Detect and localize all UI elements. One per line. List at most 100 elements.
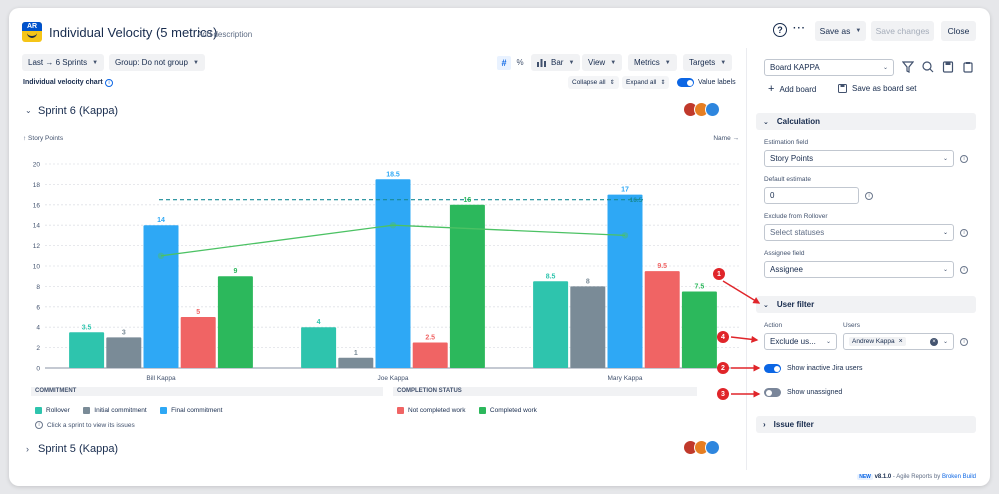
show-unassigned-label: Show unassigned — [787, 389, 843, 396]
arrow-4 — [730, 335, 759, 343]
save-changes-button[interactable]: Save changes — [871, 21, 934, 41]
y-tick-label: 20 — [33, 162, 41, 169]
more-options-icon[interactable]: ··· — [793, 23, 806, 34]
bar-value-label: 2.5 — [425, 335, 435, 342]
value-format-toggle[interactable]: # % — [497, 54, 528, 71]
chevron-down-icon: ⌄ — [763, 301, 769, 309]
bar-completed-work — [681, 291, 717, 368]
issue-filter-section-header[interactable]: › Issue filter — [756, 416, 976, 433]
issue-filter-title: Issue filter — [773, 420, 814, 429]
targets-label: Targets — [689, 58, 716, 67]
chart-type-dropdown[interactable]: Bar ▼ — [531, 54, 581, 71]
toggle-switch[interactable] — [764, 388, 781, 397]
default-estimate-input[interactable]: 0 — [764, 187, 859, 204]
avatar[interactable] — [705, 440, 720, 455]
bar-not-completed-work — [180, 317, 216, 368]
brand-link[interactable]: Broken Build — [941, 474, 976, 480]
legend-not-completed[interactable]: Not completed work — [397, 407, 465, 414]
users-select[interactable]: Andrew Kappa × × ⌄ — [843, 333, 954, 350]
chart-lines: 16.5 — [157, 197, 643, 259]
save-icon — [838, 84, 847, 93]
value-labels-toggle[interactable]: Value labels — [677, 78, 736, 87]
save-board-set-button[interactable]: Save as board set — [838, 84, 916, 93]
group-dropdown[interactable]: Group: Do not group ▼ — [109, 54, 205, 71]
estimation-field-label: Estimation field — [764, 139, 809, 146]
bar-final-commitment — [607, 194, 643, 368]
user-chip[interactable]: Andrew Kappa × — [849, 337, 906, 346]
sprint-range-dropdown[interactable]: Last → 6 Sprints ▼ — [22, 54, 105, 71]
save-icon[interactable] — [942, 61, 954, 73]
chevron-right-icon[interactable]: › — [26, 444, 29, 454]
filter-icon[interactable] — [902, 61, 914, 73]
save-as-button[interactable]: Save as ▼ — [815, 21, 866, 41]
avatar[interactable] — [705, 102, 720, 117]
add-description-link[interactable]: Add description — [197, 30, 253, 39]
expand-all-button[interactable]: Expand all ⇕ — [622, 76, 670, 89]
bar-not-completed-work — [412, 342, 448, 368]
assignee-field-select[interactable]: Assignee ⌄ — [764, 261, 954, 278]
info-icon[interactable]: i — [960, 155, 968, 163]
y-tick-label: 6 — [36, 304, 40, 311]
chevron-down-icon: ⌄ — [942, 230, 948, 236]
assignee-field-label: Assignee field — [764, 250, 805, 257]
sprint-hint: i Click a sprint to view its issues — [35, 421, 135, 429]
info-icon[interactable]: i — [960, 266, 968, 274]
assignee-field-value: Assignee — [770, 265, 803, 274]
toggle-switch[interactable] — [764, 364, 781, 373]
metrics-dropdown[interactable]: Metrics ▼ — [628, 54, 677, 71]
legend-initial[interactable]: Initial commitment — [83, 407, 147, 414]
info-icon[interactable]: i — [960, 338, 968, 346]
targets-dropdown[interactable]: Targets ▼ — [683, 54, 733, 71]
bar-value-label: 16 — [464, 197, 472, 204]
legend-swatch — [160, 407, 168, 414]
exclude-rollover-select[interactable]: Select statuses ⌄ — [764, 224, 954, 241]
y-axis-label: ↑ Story Points — [23, 135, 64, 142]
search-filter-icon[interactable] — [922, 61, 934, 73]
chevron-down-icon: ⌄ — [942, 339, 948, 345]
legend-completed[interactable]: Completed work — [478, 407, 537, 414]
sprint-6-title[interactable]: Sprint 6 (Kappa) — [38, 105, 119, 117]
bar-not-completed-work — [644, 271, 680, 368]
clear-icon[interactable]: × — [929, 337, 938, 346]
bar-value-label: 3.5 — [82, 324, 92, 331]
legend-completed-label: Completed work — [489, 407, 537, 414]
info-icon[interactable]: i — [865, 192, 873, 200]
info-icon[interactable]: i — [960, 229, 968, 237]
bar-rollover — [301, 327, 337, 368]
show-unassigned-toggle[interactable]: Show unassigned — [764, 388, 842, 397]
view-dropdown[interactable]: View ▼ — [582, 54, 623, 71]
chevron-down-icon[interactable]: ⌄ — [25, 106, 32, 115]
remove-chip-icon[interactable]: × — [898, 338, 903, 345]
trend-point — [389, 222, 397, 229]
logo-smile-icon — [27, 33, 37, 38]
board-select[interactable]: Board KAPPA ⌄ — [764, 59, 894, 76]
calculation-section-header[interactable]: ⌄ Calculation — [756, 113, 976, 130]
legend-swatch — [83, 407, 91, 414]
toggle-switch[interactable] — [677, 78, 694, 87]
hash-icon[interactable]: # — [497, 55, 511, 70]
chevron-down-icon: ▼ — [855, 28, 862, 34]
bar-value-label: 9.5 — [657, 263, 667, 270]
collapse-icon: ⇕ — [609, 80, 615, 86]
sprint-range-label: Last → 6 Sprints — [28, 58, 88, 67]
percent-icon[interactable]: % — [516, 58, 524, 67]
action-select[interactable]: Exclude us... ⌄ — [764, 333, 837, 350]
value-labels-text: Value labels — [698, 79, 736, 86]
help-icon[interactable]: ? — [773, 23, 787, 37]
estimation-field-select[interactable]: Story Points ⌄ — [764, 150, 954, 167]
user-filter-section-header[interactable]: ⌄ User filter — [756, 296, 976, 313]
show-inactive-toggle[interactable]: Show inactive Jira users — [764, 364, 862, 373]
legend-rollover[interactable]: Rollover — [35, 407, 70, 414]
metrics-label: Metrics — [634, 58, 660, 67]
annotation-marker: 4 — [717, 331, 729, 343]
y-tick-label: 14 — [33, 223, 41, 230]
show-inactive-label: Show inactive Jira users — [787, 365, 863, 372]
close-button[interactable]: Close — [941, 21, 976, 41]
bar-value-label: 18.5 — [386, 171, 400, 178]
sprint-5-title[interactable]: Sprint 5 (Kappa) — [38, 443, 119, 455]
info-icon[interactable]: i — [105, 79, 113, 87]
add-board-button[interactable]: + Add board — [768, 83, 816, 95]
clipboard-icon[interactable] — [962, 61, 974, 73]
legend-final[interactable]: Final commitment — [160, 407, 222, 414]
collapse-all-button[interactable]: Collapse all ⇕ — [568, 76, 619, 89]
